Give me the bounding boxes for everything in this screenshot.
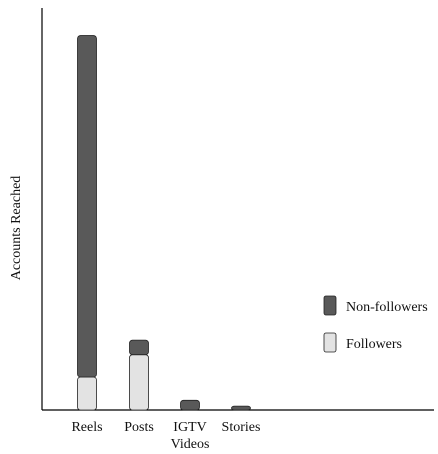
bar-igtv-videos-non-followers <box>180 399 200 411</box>
bar-stories-non-followers <box>231 405 251 411</box>
bar-posts-followers <box>129 354 149 411</box>
x-tick-labels: Reels Posts IGTV Videos Stories <box>71 420 260 452</box>
y-axis-title: Accounts Reached <box>9 176 24 281</box>
bar-reels-followers <box>77 376 97 411</box>
legend-label-non-followers: Non-followers <box>346 300 428 315</box>
bar-posts-non-followers <box>129 339 149 356</box>
bars-group <box>77 35 251 411</box>
legend-swatch-non-followers <box>323 295 337 316</box>
legend: Non-followers Followers <box>323 295 428 353</box>
legend-label-followers: Followers <box>346 337 402 352</box>
x-tick-label-posts: Posts <box>124 420 154 435</box>
x-tick-label-stories: Stories <box>222 420 261 435</box>
bar-reels-non-followers <box>77 35 97 378</box>
x-tick-label-igtv-videos: IGTV Videos <box>171 420 210 452</box>
x-tick-label-reels: Reels <box>71 420 102 435</box>
legend-swatch-followers <box>323 332 337 353</box>
